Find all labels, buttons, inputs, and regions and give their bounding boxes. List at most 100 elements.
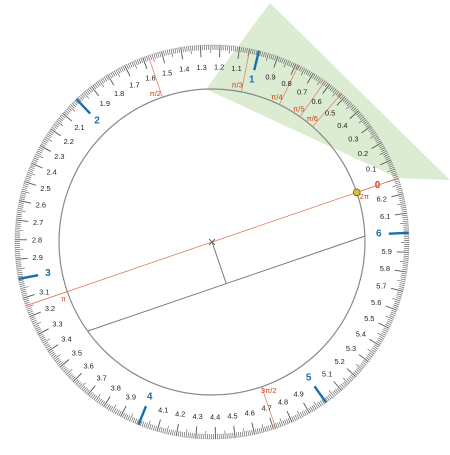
tick-mark (31, 165, 36, 167)
tick-mark (395, 270, 407, 272)
tick-mark (156, 53, 157, 58)
tick-mark (18, 274, 23, 275)
tick-mark (42, 142, 46, 145)
tick-mark (17, 270, 22, 271)
tick-mark (196, 426, 197, 438)
tick-mark (131, 417, 133, 422)
tick-mark (16, 263, 21, 264)
tick-mark (23, 185, 28, 186)
tick-mark (397, 203, 405, 205)
radian-label: 2.4 (46, 167, 56, 176)
tick-mark (17, 212, 22, 213)
tick-mark (279, 422, 281, 427)
tick-mark (371, 349, 375, 352)
tick-mark (292, 417, 294, 422)
tick-mark (37, 151, 41, 153)
tick-mark (160, 52, 161, 57)
tick-mark (399, 198, 404, 199)
tick-mark (171, 49, 173, 57)
tick-mark (287, 411, 292, 422)
radian-label: 0.6 (311, 97, 321, 106)
tick-mark (167, 50, 168, 55)
tick-mark (21, 193, 26, 194)
radian-label: 4.7 (262, 404, 272, 413)
radian-label: 1.8 (114, 89, 124, 98)
tick-mark (393, 184, 401, 186)
radian-label: 1.6 (145, 74, 155, 83)
tick-mark (268, 426, 269, 431)
tick-mark (300, 413, 302, 417)
tick-mark (402, 211, 407, 212)
radian-label: 3.3 (52, 320, 62, 329)
tick-mark (47, 134, 51, 137)
tick-mark (293, 416, 295, 421)
tick-mark (20, 284, 25, 285)
tick-mark (397, 294, 402, 295)
tick-mark (229, 46, 230, 54)
tick-mark (356, 364, 362, 369)
tick-mark (33, 160, 38, 162)
tick-mark (116, 70, 120, 77)
tick-mark (17, 214, 22, 215)
tick-mark (150, 55, 152, 60)
tick-mark (101, 79, 104, 83)
radian-label: 1.7 (129, 81, 139, 90)
tick-mark (18, 210, 26, 211)
tick-mark (297, 414, 299, 418)
tick-mark (285, 420, 287, 425)
angle-handle[interactable] (353, 189, 360, 196)
radian-label: 2.9 (33, 253, 43, 262)
tick-mark (76, 99, 90, 114)
tick-mark (142, 422, 144, 427)
tick-mark (187, 47, 188, 52)
tick-mark (165, 428, 166, 433)
tick-mark (402, 269, 407, 270)
radian-label: 4.3 (192, 412, 202, 421)
tick-mark (163, 51, 164, 56)
tick-mark (121, 67, 123, 71)
tick-mark (343, 378, 349, 384)
tick-mark (21, 287, 29, 289)
tick-mark (23, 187, 28, 188)
tick-mark (128, 416, 130, 421)
tick-mark (379, 336, 383, 338)
tick-mark (22, 293, 27, 294)
radian-label: 4.6 (245, 408, 255, 417)
tick-mark (20, 285, 25, 286)
center-cross-icon (209, 239, 215, 245)
tick-mark (391, 312, 396, 314)
tick-mark (395, 183, 400, 185)
tick-mark (396, 297, 401, 298)
tick-mark (397, 292, 402, 293)
tick-mark (114, 408, 116, 412)
tick-mark (44, 139, 48, 142)
radian-label: 4.2 (175, 410, 185, 419)
tick-mark (133, 418, 135, 423)
tick-mark (255, 429, 256, 434)
tick-mark (143, 58, 147, 69)
tick-mark (377, 340, 381, 343)
radian-label: 3.4 (61, 335, 71, 344)
radian-label: 5.4 (356, 329, 366, 338)
integer-label: 4 (147, 391, 153, 402)
tick-mark (236, 432, 237, 437)
tick-mark (135, 419, 137, 424)
tick-mark (57, 121, 63, 126)
tick-mark (395, 301, 400, 303)
radian-label: 5.1 (322, 369, 332, 378)
tick-mark (54, 355, 60, 360)
tick-mark (401, 205, 406, 206)
tick-mark (381, 333, 385, 335)
tick-mark (234, 426, 235, 438)
tick-mark (384, 328, 388, 330)
radian-label: 1.4 (179, 65, 189, 74)
tick-mark (167, 426, 169, 434)
tick-mark (37, 153, 41, 155)
tick-mark (23, 295, 35, 298)
tick-mark (40, 335, 44, 337)
integer-label: 2 (94, 115, 100, 126)
tick-mark (18, 206, 23, 207)
tick-mark (266, 426, 267, 431)
tick-mark (119, 68, 121, 72)
tick-mark (32, 161, 37, 163)
